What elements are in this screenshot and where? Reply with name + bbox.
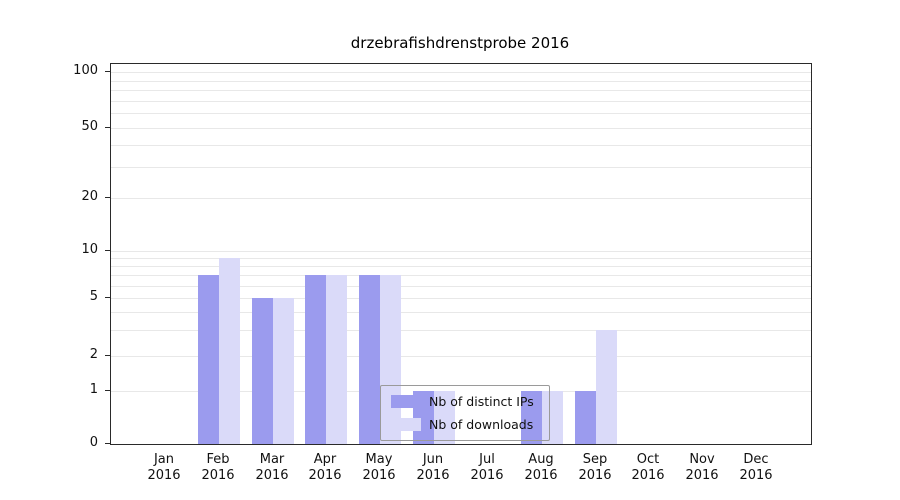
bar-aug-downloads: [542, 391, 563, 444]
bar-may-distinct-ips: [359, 275, 380, 444]
bar-mar-downloads: [273, 298, 294, 444]
gridline: [111, 198, 811, 199]
legend-swatch-distinct-ips: [391, 395, 421, 408]
x-axis-label-feb: Feb 2016: [201, 452, 235, 483]
y-axis-tick-mark: [105, 127, 110, 128]
gridline: [111, 90, 811, 91]
bar-jun-downloads: [434, 391, 455, 444]
x-axis-label-nov: Nov 2016: [685, 452, 719, 483]
y-axis-tick-label: 2: [89, 347, 98, 362]
gridline: [111, 275, 811, 276]
gridline: [111, 101, 811, 102]
gridline: [111, 356, 811, 357]
legend-item-distinct-ips: Nb of distinct IPs: [391, 394, 539, 409]
gridline: [111, 266, 811, 267]
x-axis-label-oct: Oct 2016: [631, 452, 665, 483]
y-axis-tick-label: 50: [81, 119, 98, 134]
legend-label-downloads: Nb of downloads: [429, 417, 534, 432]
x-axis-label-jun: Jun 2016: [416, 452, 450, 483]
y-axis-tick-mark: [105, 443, 110, 444]
plot-area: [110, 63, 812, 445]
bar-sep-downloads: [596, 330, 617, 444]
y-axis-tick-label: 10: [81, 242, 98, 257]
legend: Nb of distinct IPs Nb of downloads: [380, 385, 550, 441]
gridline: [111, 145, 811, 146]
y-axis-tick-mark: [105, 390, 110, 391]
legend-swatch-downloads: [391, 418, 421, 431]
y-axis-tick-label: 0: [89, 435, 98, 450]
x-axis-label-jul: Jul 2016: [470, 452, 504, 483]
x-axis-label-aug: Aug 2016: [524, 452, 558, 483]
x-axis-label-dec: Dec 2016: [739, 452, 773, 483]
bar-feb-downloads: [219, 258, 240, 444]
gridline: [111, 286, 811, 287]
gridline: [111, 81, 811, 82]
bar-apr-distinct-ips: [305, 275, 326, 444]
x-axis-label-may: May 2016: [362, 452, 396, 483]
gridline: [111, 167, 811, 168]
bar-apr-downloads: [326, 275, 347, 444]
chart-title: drzebrafishdrenstprobe 2016: [350, 34, 570, 52]
legend-item-downloads: Nb of downloads: [391, 417, 539, 432]
gridline: [111, 251, 811, 252]
y-axis-tick-label: 5: [89, 289, 98, 304]
y-axis-tick-label: 1: [89, 382, 98, 397]
x-axis-label-jan: Jan 2016: [147, 452, 181, 483]
x-axis-label-mar: Mar 2016: [255, 452, 289, 483]
gridline: [111, 312, 811, 313]
bar-aug-distinct-ips: [521, 391, 542, 444]
y-axis-tick-label: 20: [81, 189, 98, 204]
y-axis-tick-label: 100: [73, 63, 98, 78]
gridline: [111, 113, 811, 114]
gridline: [111, 258, 811, 259]
gridline: [111, 298, 811, 299]
y-axis-tick-mark: [105, 250, 110, 251]
legend-label-distinct-ips: Nb of distinct IPs: [429, 394, 534, 409]
y-axis-tick-mark: [105, 71, 110, 72]
y-axis-tick-mark: [105, 355, 110, 356]
bar-feb-distinct-ips: [198, 275, 219, 444]
bar-sep-distinct-ips: [575, 391, 596, 444]
y-axis-tick-mark: [105, 197, 110, 198]
bar-mar-distinct-ips: [252, 298, 273, 444]
x-axis-label-apr: Apr 2016: [308, 452, 342, 483]
gridline: [111, 128, 811, 129]
gridline: [111, 72, 811, 73]
gridline: [111, 330, 811, 331]
y-axis-tick-mark: [105, 297, 110, 298]
x-axis-label-sep: Sep 2016: [578, 452, 612, 483]
